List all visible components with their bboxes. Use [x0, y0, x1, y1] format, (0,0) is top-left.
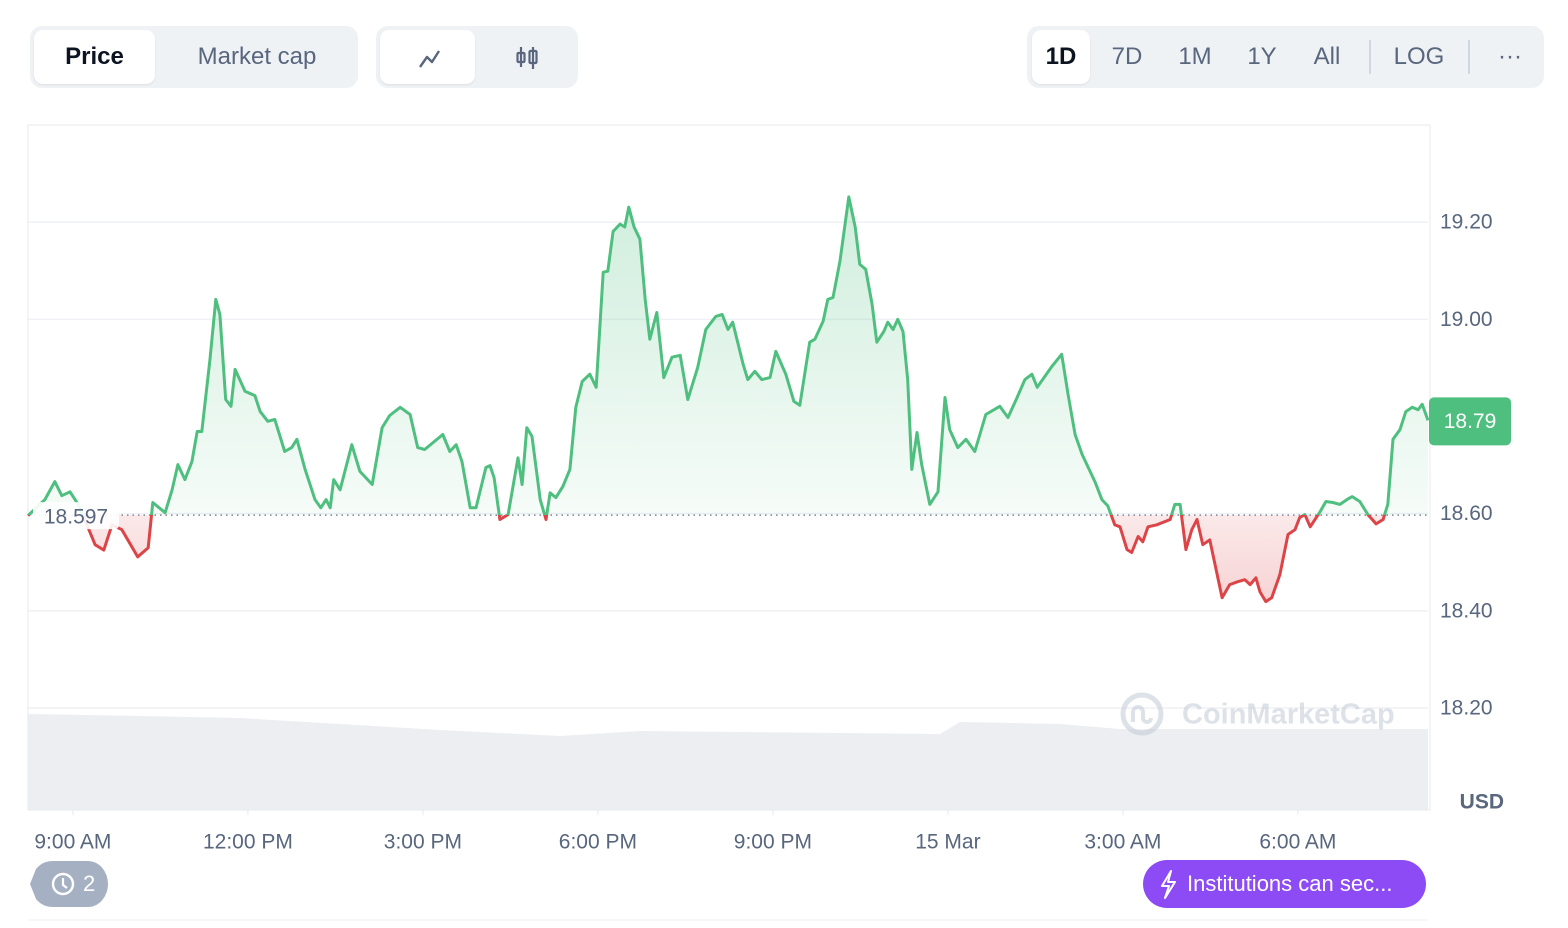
x-tick-label: 6:00 PM [559, 831, 637, 854]
price-tab[interactable]: Price [34, 30, 155, 84]
x-tick-label: 3:00 AM [1084, 831, 1161, 854]
x-tick-label: 9:00 AM [34, 831, 111, 854]
banner-text: Institutions can sec... [1187, 871, 1392, 896]
y-tick-label: 19.20 [1440, 211, 1493, 234]
range-tabs: 1D 7D 1M 1Y All LOG ··· [1027, 26, 1544, 88]
x-tick-label: 3:00 PM [384, 831, 462, 854]
range-7d[interactable]: 7D [1111, 43, 1143, 70]
volume-area [28, 714, 1428, 810]
y-tick-label: 19.00 [1440, 308, 1493, 331]
chart-style-tabs [376, 26, 578, 88]
line-chart-button[interactable] [380, 30, 475, 84]
plot-frame [27, 124, 1431, 811]
line-icon [419, 50, 441, 68]
watermark-text: CoinMarketCap [1182, 699, 1395, 731]
y-tick-label: 18.60 [1440, 502, 1493, 525]
baseline-label: 18.597 [44, 506, 108, 529]
x-tick-label: 12:00 PM [203, 831, 293, 854]
y-tick-label: 18.20 [1440, 697, 1493, 720]
x-tick-label: 15 Mar [915, 831, 980, 854]
more-button[interactable]: ··· [1498, 43, 1522, 70]
market-cap-tab[interactable]: Market cap [197, 43, 317, 70]
range-1m[interactable]: 1M [1178, 43, 1212, 70]
baseline-label-bg [33, 502, 119, 530]
separator [1468, 40, 1470, 74]
promo-banner[interactable]: Institutions can sec... [1143, 860, 1426, 908]
x-tick-label: 9:00 PM [734, 831, 812, 854]
price-line [26, 195, 1430, 604]
view-tabs: Price Market cap [30, 26, 358, 88]
range-1y[interactable]: 1Y [1247, 43, 1277, 70]
watermark: CoinMarketCap [1120, 692, 1395, 736]
y-tick-label: 18.40 [1440, 599, 1493, 622]
current-price-label: 18.79 [1444, 410, 1497, 433]
history-count: 2 [83, 871, 95, 896]
x-tick-label: 6:00 AM [1259, 831, 1336, 854]
separator [1369, 40, 1371, 74]
range-all[interactable]: All [1313, 43, 1341, 70]
current-price-tag [1429, 397, 1511, 446]
log-toggle[interactable]: LOG [1393, 43, 1445, 70]
candle-icon [516, 47, 538, 69]
range-1d[interactable]: 1D [1032, 30, 1090, 84]
history-badge[interactable]: 2 [30, 861, 108, 907]
unit-label: USD [1460, 791, 1504, 814]
price-area [28, 196, 1428, 602]
candle-chart-button[interactable] [479, 30, 574, 84]
